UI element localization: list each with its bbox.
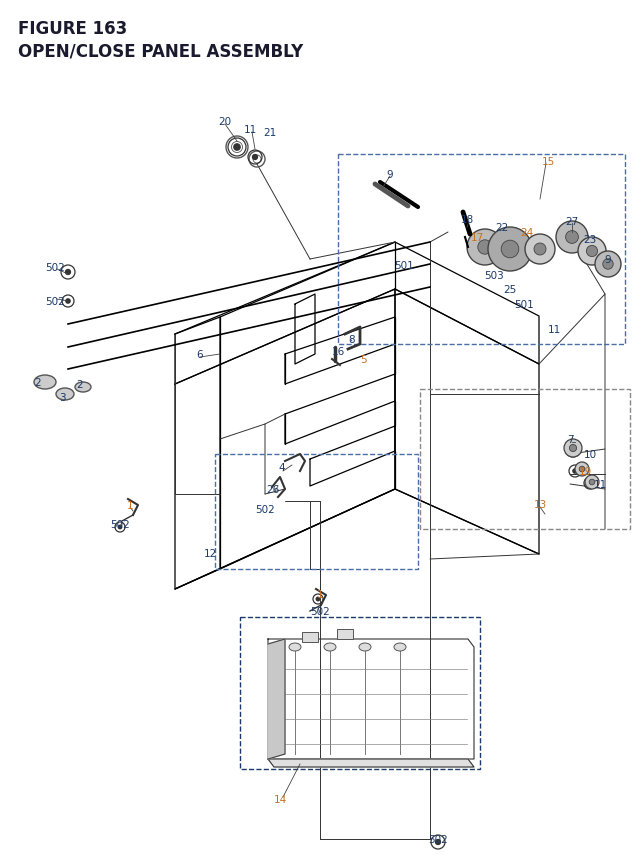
Polygon shape [268,639,285,759]
Circle shape [66,300,70,304]
Bar [337,629,353,639]
Ellipse shape [324,643,336,651]
Text: 23: 23 [584,235,596,245]
Text: 10: 10 [584,449,596,460]
Bar [240,617,480,769]
Text: 503: 503 [484,270,504,281]
Text: 502: 502 [255,505,275,514]
Circle shape [570,447,576,452]
Circle shape [570,445,577,452]
Text: 9: 9 [387,170,394,180]
Text: 17: 17 [470,232,484,243]
Circle shape [575,462,589,476]
Polygon shape [268,759,474,767]
Circle shape [579,467,585,472]
Text: 502: 502 [45,263,65,273]
Ellipse shape [56,388,74,400]
Circle shape [585,475,599,489]
Circle shape [467,230,503,266]
Circle shape [573,469,577,474]
Text: 11: 11 [243,125,257,135]
Text: 20: 20 [218,117,232,127]
Text: 501: 501 [514,300,534,310]
Text: 19: 19 [579,467,591,476]
Circle shape [118,525,122,530]
Text: 9: 9 [605,255,611,264]
Circle shape [501,241,519,258]
Bar [215,455,418,569]
Circle shape [436,839,440,845]
Text: 4: 4 [278,462,285,473]
Text: 2: 2 [77,380,83,389]
Circle shape [588,481,592,486]
Text: 502: 502 [310,606,330,616]
Text: 3: 3 [59,393,65,403]
Bar [420,389,630,530]
Text: 16: 16 [332,347,344,356]
Ellipse shape [34,375,56,389]
Circle shape [488,228,532,272]
Circle shape [316,598,320,601]
Text: 18: 18 [460,214,474,225]
Text: 14: 14 [273,794,287,804]
Circle shape [478,240,492,255]
Bar [302,632,318,642]
Circle shape [603,259,613,269]
Ellipse shape [394,643,406,651]
Circle shape [564,439,582,457]
Text: 11: 11 [593,480,607,489]
Ellipse shape [289,643,301,651]
Bar [338,155,625,344]
Circle shape [65,270,70,276]
Text: 1: 1 [127,500,133,511]
Circle shape [534,244,546,256]
Text: 13: 13 [533,499,547,510]
Text: 21: 21 [264,127,276,138]
Text: 6: 6 [196,350,204,360]
Text: 502: 502 [110,519,130,530]
Circle shape [586,246,598,257]
Text: 22: 22 [495,223,509,232]
Text: 5: 5 [360,355,366,364]
Text: 2: 2 [35,378,42,387]
Text: 11: 11 [547,325,561,335]
Circle shape [253,155,257,160]
Ellipse shape [359,643,371,651]
Circle shape [578,238,606,266]
Text: 502: 502 [45,297,65,307]
Circle shape [234,145,240,151]
Text: 7: 7 [566,435,573,444]
Text: 501: 501 [394,261,414,270]
Text: 502: 502 [428,834,448,844]
Circle shape [589,480,595,486]
Text: 24: 24 [520,228,534,238]
Ellipse shape [75,382,91,393]
Circle shape [566,232,579,245]
Text: 26: 26 [266,485,280,494]
Circle shape [556,222,588,254]
Text: 25: 25 [504,285,516,294]
Text: 27: 27 [565,217,579,226]
Text: FIGURE 163: FIGURE 163 [18,20,127,38]
Text: 8: 8 [349,335,355,344]
Text: OPEN/CLOSE PANEL ASSEMBLY: OPEN/CLOSE PANEL ASSEMBLY [18,43,303,61]
Circle shape [595,251,621,278]
Text: 15: 15 [541,157,555,167]
Circle shape [525,235,555,264]
Text: 1: 1 [317,589,323,599]
Text: 12: 12 [204,548,216,558]
